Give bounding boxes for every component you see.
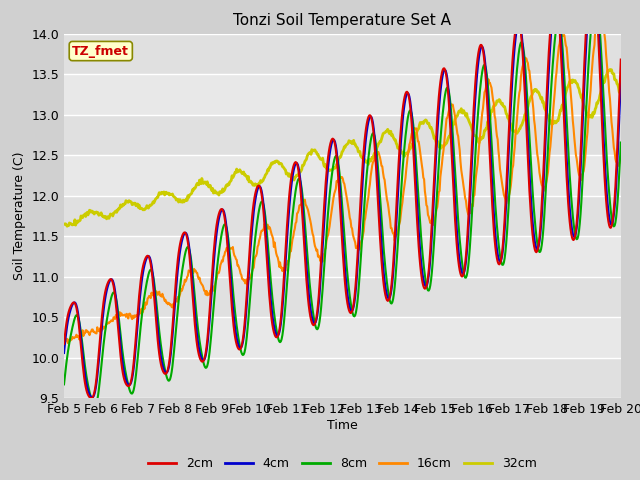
- 8cm: [128, 391, 136, 396]
- 4cm: [60, 350, 68, 356]
- 16cm: [64, 340, 72, 346]
- 2cm: [214, 214, 222, 220]
- 8cm: [185, 245, 193, 251]
- Line: 32cm: 32cm: [64, 70, 621, 226]
- Y-axis label: Soil Temperature (C): Soil Temperature (C): [13, 152, 26, 280]
- Bar: [64, 196, 621, 236]
- 32cm: [128, 202, 136, 207]
- 16cm: [71, 335, 79, 340]
- 8cm: [91, 404, 99, 409]
- 4cm: [617, 78, 625, 84]
- Title: Tonzi Soil Temperature Set A: Tonzi Soil Temperature Set A: [234, 13, 451, 28]
- 32cm: [411, 135, 419, 141]
- X-axis label: Time: Time: [327, 419, 358, 432]
- 2cm: [128, 372, 136, 378]
- 32cm: [606, 67, 614, 72]
- 8cm: [617, 140, 625, 145]
- 16cm: [595, 6, 603, 12]
- 32cm: [214, 191, 222, 196]
- Bar: [64, 115, 621, 155]
- 8cm: [60, 382, 68, 387]
- 16cm: [617, 153, 625, 159]
- 8cm: [428, 277, 435, 283]
- 16cm: [128, 316, 136, 322]
- 4cm: [411, 159, 419, 165]
- Line: 16cm: 16cm: [64, 9, 621, 343]
- 2cm: [185, 246, 193, 252]
- 16cm: [411, 125, 419, 131]
- Line: 4cm: 4cm: [64, 0, 621, 397]
- 16cm: [60, 337, 68, 343]
- Bar: [64, 34, 621, 74]
- 4cm: [214, 220, 222, 226]
- Text: TZ_fmet: TZ_fmet: [72, 45, 129, 58]
- 32cm: [71, 217, 79, 223]
- 32cm: [617, 92, 625, 97]
- 4cm: [185, 240, 193, 246]
- 32cm: [185, 194, 193, 200]
- 4cm: [428, 246, 435, 252]
- 4cm: [128, 375, 136, 381]
- Bar: [64, 277, 621, 317]
- Legend: 2cm, 4cm, 8cm, 16cm, 32cm: 2cm, 4cm, 8cm, 16cm, 32cm: [143, 452, 541, 475]
- 2cm: [70, 300, 78, 305]
- 4cm: [70, 300, 78, 305]
- 2cm: [60, 341, 68, 347]
- Line: 8cm: 8cm: [64, 0, 621, 407]
- 16cm: [214, 270, 222, 276]
- 2cm: [411, 175, 419, 181]
- 32cm: [60, 221, 68, 227]
- 8cm: [214, 256, 222, 262]
- 4cm: [88, 395, 96, 400]
- 8cm: [70, 318, 78, 324]
- Bar: [64, 358, 621, 398]
- 16cm: [185, 267, 193, 273]
- Line: 2cm: 2cm: [64, 0, 621, 398]
- 32cm: [63, 223, 71, 229]
- 32cm: [428, 124, 435, 130]
- 2cm: [87, 396, 95, 401]
- 2cm: [617, 57, 625, 62]
- 2cm: [428, 234, 435, 240]
- 16cm: [428, 218, 435, 224]
- 8cm: [411, 140, 419, 145]
